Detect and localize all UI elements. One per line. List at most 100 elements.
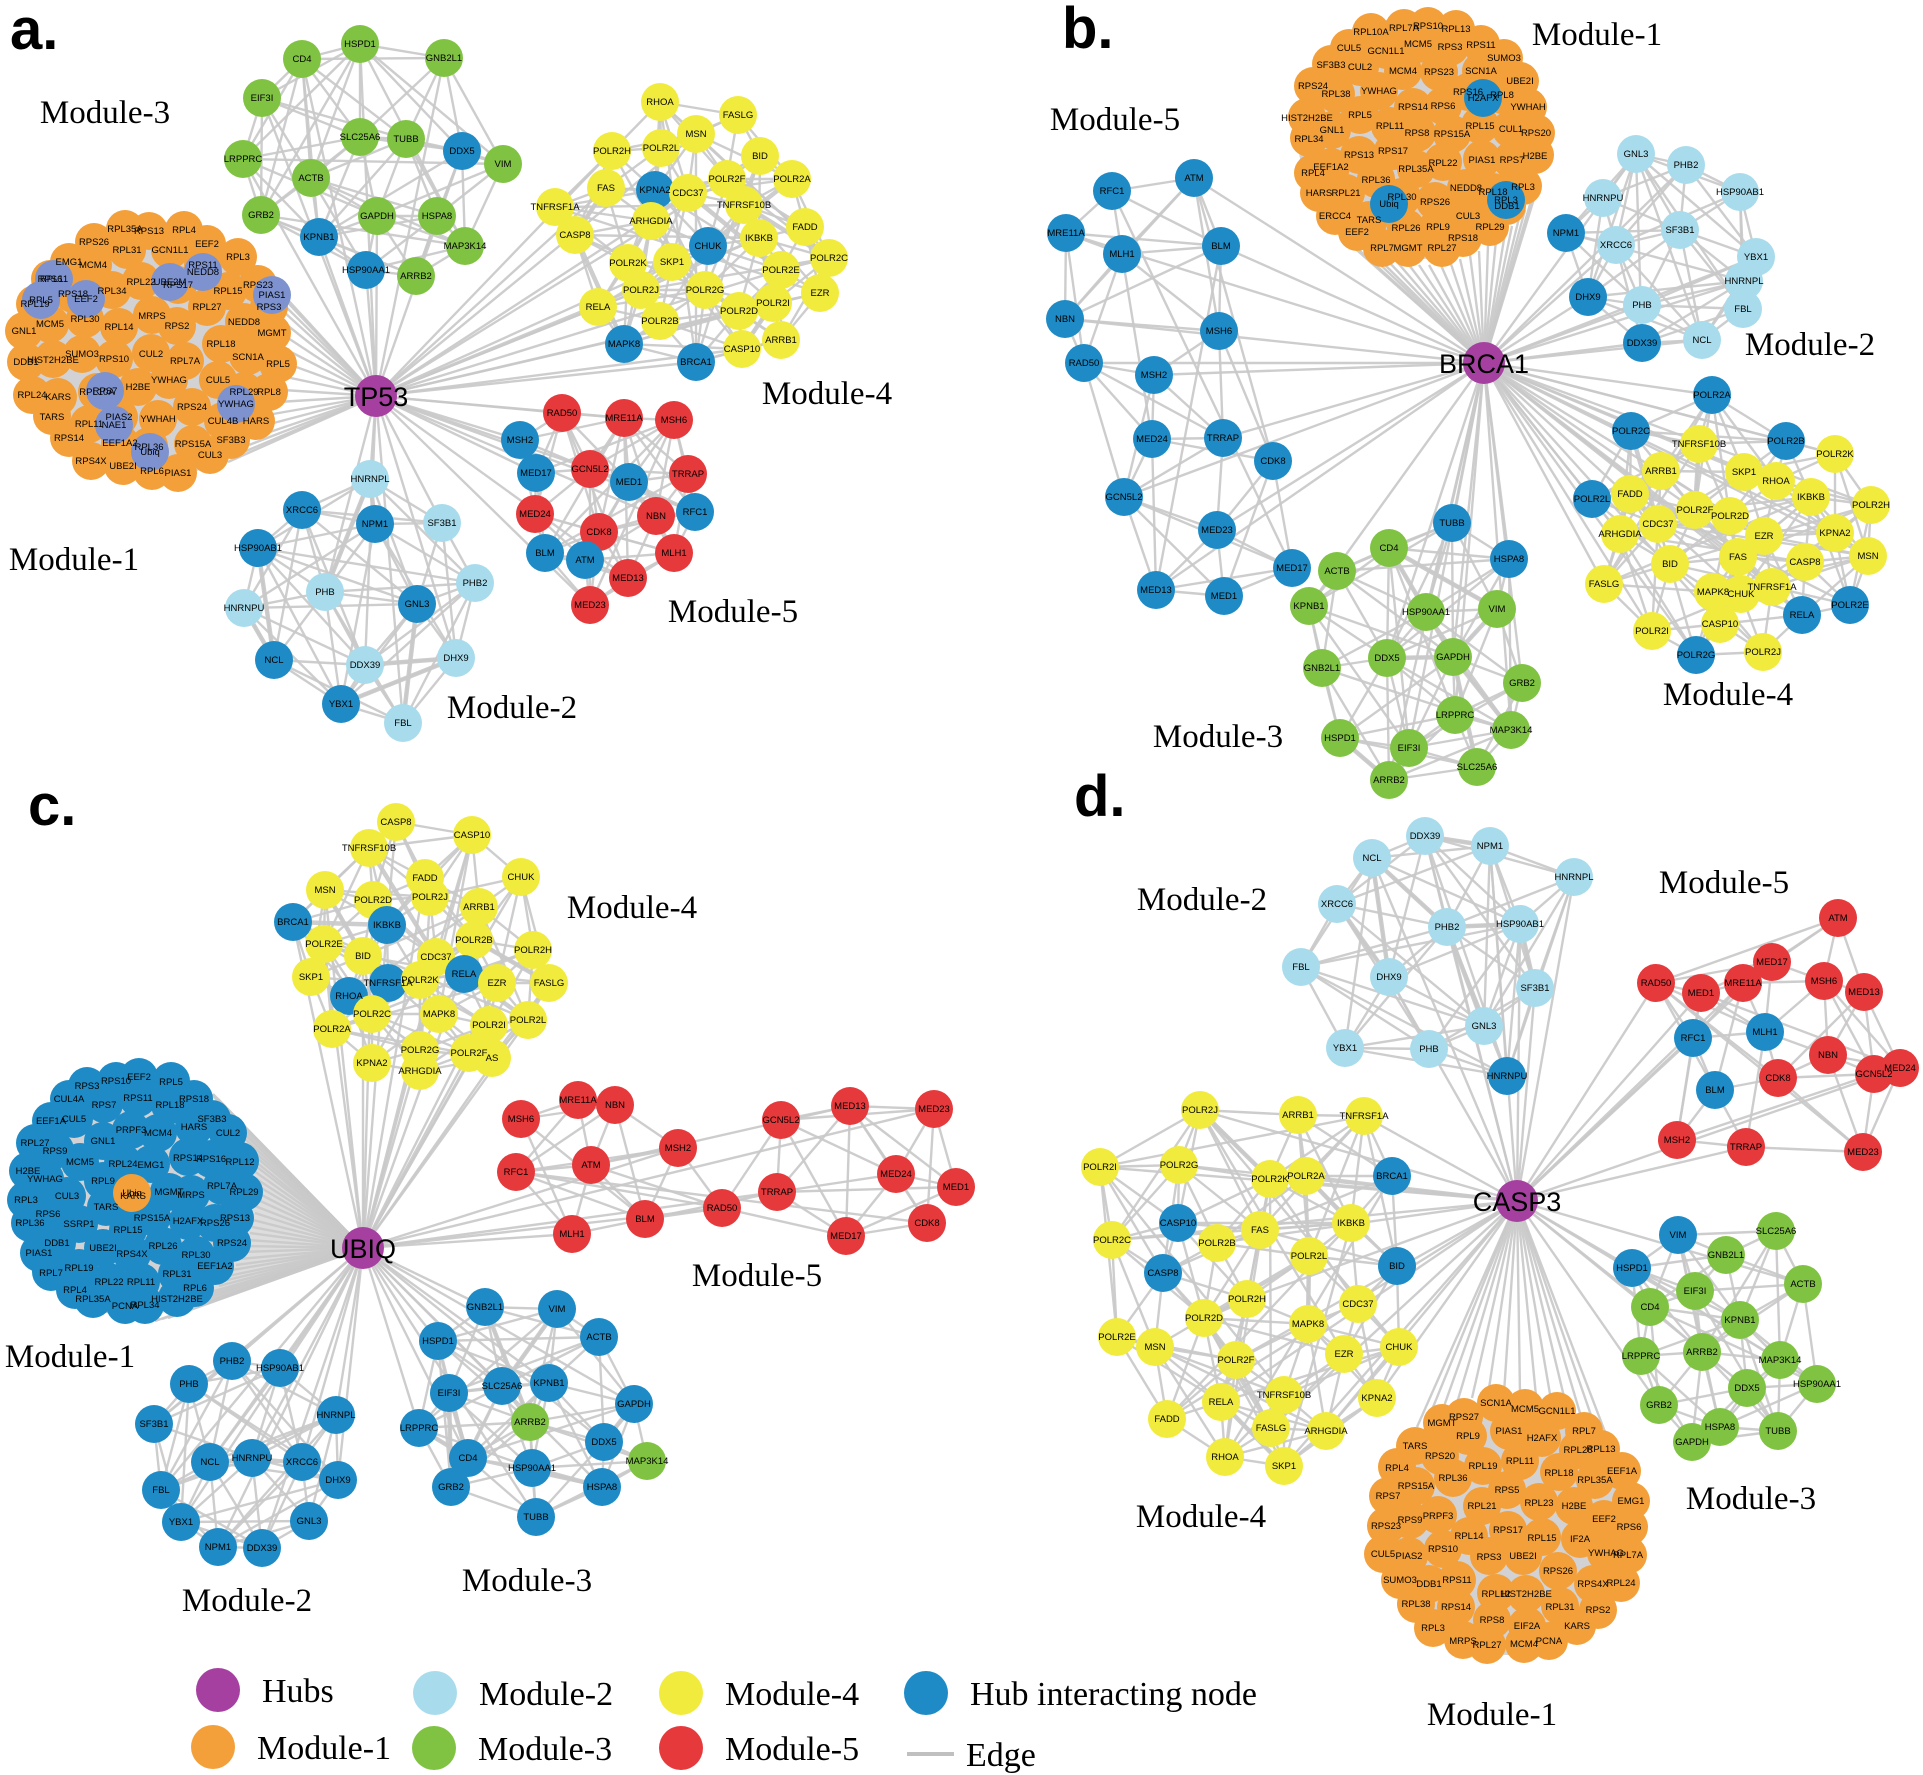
- svg-text:RPL3: RPL3: [14, 1195, 38, 1206]
- svg-text:POLR2G: POLR2G: [1160, 1160, 1199, 1171]
- svg-text:RPL15: RPL15: [213, 286, 242, 297]
- svg-text:RPS17: RPS17: [1493, 1525, 1523, 1536]
- svg-text:BLM: BLM: [535, 548, 555, 559]
- svg-text:DDB1: DDB1: [44, 1238, 69, 1249]
- svg-text:DDX5: DDX5: [449, 146, 474, 157]
- svg-text:MLH1: MLH1: [1752, 1027, 1777, 1038]
- svg-text:POLR2F: POLR2F: [709, 174, 746, 185]
- svg-text:Module-5: Module-5: [668, 594, 798, 630]
- svg-text:MCM4: MCM4: [1510, 1639, 1538, 1650]
- svg-text:Module-4: Module-4: [1136, 1499, 1266, 1535]
- svg-text:RPL18: RPL18: [206, 339, 235, 350]
- svg-text:RPS10: RPS10: [101, 1076, 131, 1087]
- svg-text:CHUK: CHUK: [1728, 589, 1756, 600]
- svg-text:POLR2E: POLR2E: [1098, 1332, 1136, 1343]
- svg-text:POLR2D: POLR2D: [1711, 511, 1749, 522]
- svg-text:YBX1: YBX1: [1333, 1043, 1357, 1054]
- svg-text:MCM5: MCM5: [66, 1157, 94, 1168]
- svg-text:RPL18: RPL18: [1544, 1468, 1573, 1479]
- svg-text:RPS24: RPS24: [177, 402, 207, 413]
- svg-text:CASP8: CASP8: [1147, 1268, 1178, 1279]
- svg-text:RPS14: RPS14: [173, 1153, 203, 1164]
- svg-text:BRCA1: BRCA1: [1376, 1171, 1408, 1182]
- svg-text:Module-2: Module-2: [182, 1583, 312, 1619]
- svg-text:HSPA8: HSPA8: [1494, 554, 1524, 565]
- svg-text:UBE2M: UBE2M: [154, 277, 187, 288]
- svg-text:EEF1A: EEF1A: [36, 1116, 67, 1127]
- svg-text:ARRB2: ARRB2: [400, 271, 432, 282]
- svg-text:YBX1: YBX1: [329, 699, 353, 710]
- svg-text:HSP90AB1: HSP90AB1: [1716, 187, 1764, 198]
- svg-text:RPS7: RPS7: [1500, 155, 1525, 166]
- svg-text:RPS20: RPS20: [1425, 1451, 1455, 1462]
- svg-text:ARRB1: ARRB1: [1645, 466, 1677, 477]
- svg-text:SLC25A6: SLC25A6: [1756, 1226, 1797, 1237]
- svg-text:EZR: EZR: [488, 978, 507, 989]
- svg-text:TNFRSF10B: TNFRSF10B: [717, 200, 771, 211]
- svg-text:YWHAH: YWHAH: [140, 414, 176, 425]
- svg-text:POLR2A: POLR2A: [1693, 390, 1731, 401]
- svg-text:POLR2F: POLR2F: [451, 1048, 488, 1059]
- svg-text:SF3B1: SF3B1: [1665, 225, 1694, 236]
- svg-text:EEF1A2: EEF1A2: [197, 1261, 232, 1272]
- svg-text:SLC25A6: SLC25A6: [482, 1381, 523, 1392]
- svg-text:CD4: CD4: [458, 1453, 477, 1464]
- svg-text:RPS2: RPS2: [1586, 1605, 1611, 1616]
- svg-text:RPL11: RPL11: [1506, 1456, 1534, 1467]
- svg-text:DDX39: DDX39: [247, 1543, 278, 1554]
- svg-text:EZR: EZR: [1335, 1349, 1354, 1360]
- svg-text:BID: BID: [355, 951, 371, 962]
- svg-text:EMG1: EMG1: [138, 1160, 165, 1171]
- svg-text:PIAS2: PIAS2: [106, 412, 133, 423]
- svg-text:RPS8: RPS8: [1480, 1615, 1505, 1626]
- svg-text:FAS: FAS: [597, 183, 615, 194]
- svg-text:RPS6: RPS6: [1617, 1522, 1642, 1533]
- svg-text:RPS8: RPS8: [1405, 128, 1430, 139]
- svg-text:CUL5: CUL5: [1337, 43, 1361, 54]
- svg-text:H2AFX: H2AFX: [1468, 93, 1499, 104]
- svg-text:EMG1: EMG1: [1618, 1496, 1645, 1507]
- svg-text:RPL34: RPL34: [130, 1300, 159, 1311]
- svg-text:RPS23: RPS23: [243, 280, 273, 291]
- svg-text:H2BE: H2BE: [1523, 151, 1548, 162]
- svg-text:PIAS1: PIAS1: [165, 468, 192, 479]
- svg-text:RPS11: RPS11: [1466, 40, 1495, 51]
- svg-text:NCL: NCL: [1692, 335, 1711, 346]
- svg-text:RPL12: RPL12: [1481, 1589, 1510, 1600]
- svg-text:MAPK8: MAPK8: [423, 1009, 455, 1020]
- svg-text:SF3B3: SF3B3: [197, 1114, 226, 1125]
- svg-text:RPS18: RPS18: [58, 289, 88, 300]
- svg-text:TUBB: TUBB: [1439, 518, 1464, 529]
- svg-text:RPS9: RPS9: [1398, 1515, 1423, 1526]
- svg-text:FBL: FBL: [152, 1485, 169, 1496]
- svg-text:SUMO3: SUMO3: [1487, 53, 1521, 64]
- svg-text:KARS: KARS: [1564, 1621, 1590, 1632]
- svg-text:FADD: FADD: [412, 873, 437, 884]
- svg-text:RPL5: RPL5: [1348, 110, 1372, 121]
- svg-text:FADD: FADD: [792, 222, 817, 233]
- svg-text:DDB1: DDB1: [1494, 201, 1519, 212]
- svg-text:RPL5: RPL5: [159, 1077, 183, 1088]
- svg-text:b.: b.: [1062, 0, 1114, 61]
- svg-text:NPM1: NPM1: [1477, 841, 1503, 852]
- svg-text:Hubs: Hubs: [262, 1673, 334, 1710]
- svg-text:MED1: MED1: [1211, 591, 1237, 602]
- svg-text:RPL30: RPL30: [1387, 192, 1416, 203]
- svg-text:YWHAG: YWHAG: [1361, 86, 1397, 97]
- svg-text:NAE1: NAE1: [102, 420, 127, 431]
- svg-text:RPS3: RPS3: [1477, 1552, 1502, 1563]
- svg-text:Module-1: Module-1: [9, 542, 139, 578]
- svg-text:ACTB: ACTB: [1324, 566, 1349, 577]
- svg-text:VIM: VIM: [495, 159, 512, 170]
- svg-text:SCN1A: SCN1A: [1480, 1398, 1512, 1409]
- svg-text:PCNA: PCNA: [112, 1301, 139, 1312]
- svg-text:HSPD1: HSPD1: [1616, 1263, 1648, 1274]
- svg-text:RPS5: RPS5: [1495, 1485, 1520, 1496]
- svg-text:RPL7A: RPL7A: [1613, 1550, 1644, 1561]
- svg-text:RPL22: RPL22: [126, 277, 155, 288]
- svg-text:RPL15: RPL15: [1527, 1533, 1556, 1544]
- svg-text:HIST2H2BE: HIST2H2BE: [1281, 113, 1333, 124]
- svg-text:VIM: VIM: [1489, 604, 1506, 615]
- svg-text:POLR2I: POLR2I: [472, 1020, 506, 1031]
- svg-text:RPL22: RPL22: [1428, 158, 1457, 169]
